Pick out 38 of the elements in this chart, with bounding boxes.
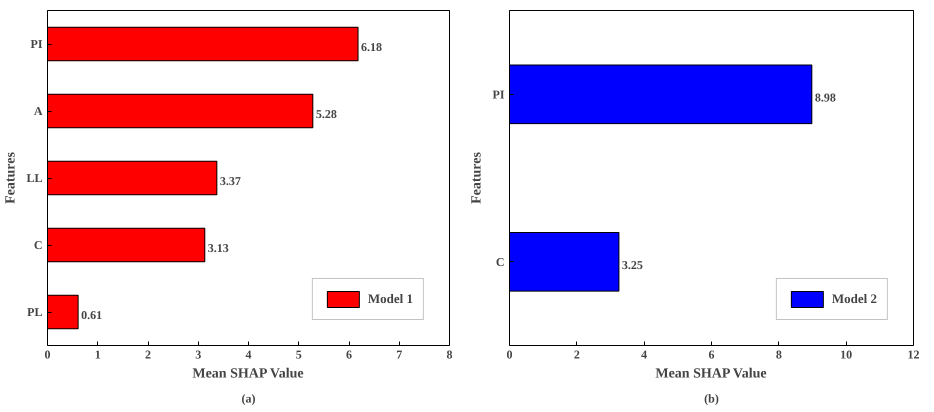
- y-axis-title: Features: [3, 152, 18, 204]
- text: (a): [242, 392, 256, 406]
- x-tick-label: 12: [908, 348, 920, 362]
- data-label: 6.18: [361, 40, 382, 54]
- y-tick-label: LL: [26, 171, 43, 185]
- y-tick-label: PI: [492, 87, 505, 102]
- x-tick-label: 6: [346, 348, 352, 362]
- y-tick-label: PI: [30, 37, 43, 51]
- data-label: 3.25: [622, 258, 643, 272]
- x-tick-label: 8: [446, 348, 452, 362]
- x-tick-label: 10: [840, 348, 852, 362]
- x-tick-label: 0: [44, 348, 50, 362]
- legend-label: Model 1: [368, 291, 413, 307]
- y-tick-label: C: [34, 238, 43, 252]
- y-tick-label: PL: [27, 305, 43, 319]
- x-tick-label: 6: [708, 348, 714, 362]
- data-label: 8.98: [814, 90, 836, 104]
- x-tick-label: 4: [246, 348, 252, 362]
- x-tick-label: 4: [641, 348, 648, 362]
- x-tick-label: 5: [296, 348, 302, 362]
- x-tick-label: 1: [94, 348, 101, 362]
- data-label: 3.13: [208, 241, 229, 255]
- x-axis-title: Mean SHAP Value: [655, 366, 767, 382]
- text: (b): [704, 392, 719, 406]
- x-tick-label: 3: [195, 348, 202, 362]
- x-axis-title: Mean SHAP Value: [192, 366, 304, 382]
- y-axis-title: Features: [470, 152, 484, 204]
- x-tick-label: 2: [574, 348, 580, 362]
- data-label: 0.61: [81, 308, 102, 322]
- y-tick-label: A: [34, 104, 43, 118]
- x-tick-label: 0: [506, 348, 512, 362]
- x-tick-label: 7: [396, 348, 402, 362]
- x-tick-label: 8: [776, 348, 782, 362]
- y-tick-label: C: [496, 254, 505, 269]
- legend-label: Model 2: [832, 291, 877, 307]
- data-label: 5.28: [316, 107, 337, 121]
- x-tick-label: 2: [145, 348, 151, 362]
- data-label: 3.37: [220, 174, 241, 188]
